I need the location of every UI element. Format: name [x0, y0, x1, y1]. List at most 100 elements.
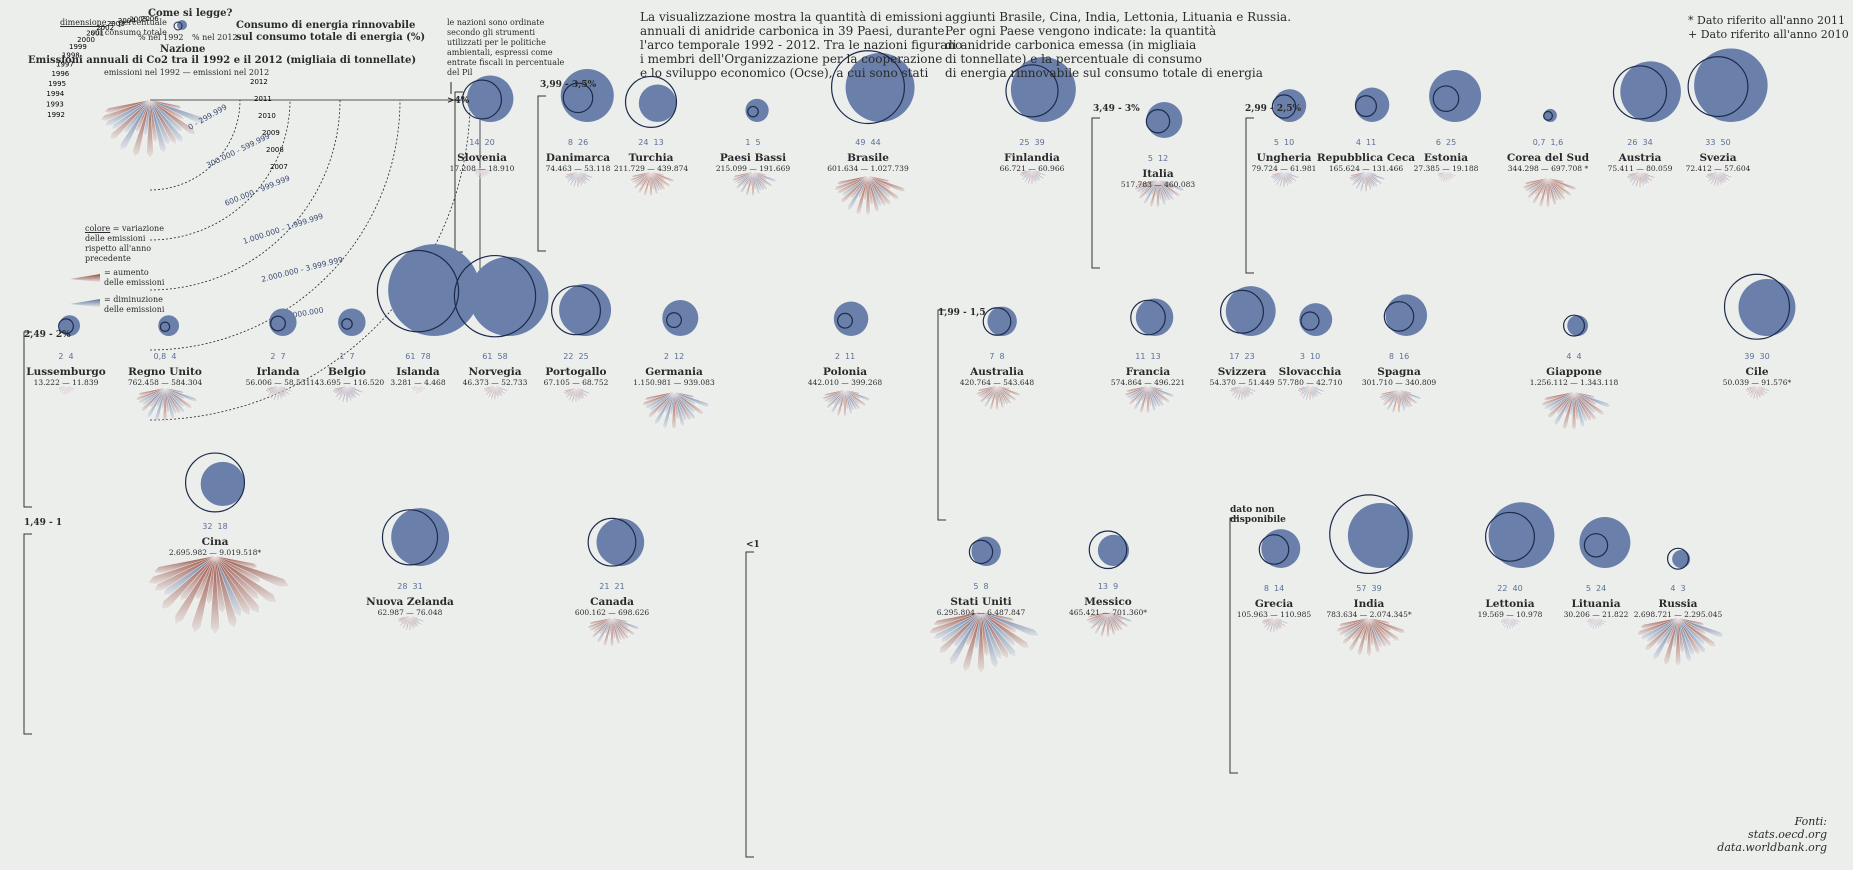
bubble-2012: [388, 244, 480, 336]
fan-petal: [576, 171, 580, 190]
renewable-bubble: [269, 308, 297, 336]
emissions-range: 601.634 — 1.027.739: [827, 164, 909, 173]
source-worldbank[interactable]: data.worldbank.org: [1717, 841, 1827, 854]
fan-petal: [1542, 391, 1575, 402]
legend-year: 2012: [250, 78, 268, 86]
group-label: 2,49 - 2%: [24, 330, 71, 340]
renewable-bubble: [551, 284, 612, 336]
country-name: Slovacchia: [1278, 366, 1342, 378]
country-name: Repubblica Ceca: [1316, 152, 1416, 164]
emission-fan: [134, 387, 199, 424]
pct-1992: 49: [855, 138, 866, 147]
pct-2012: 26: [572, 138, 589, 147]
increase-swatch: [70, 274, 100, 282]
pct-2012: 30: [1754, 352, 1770, 361]
emission-fan: [641, 391, 711, 431]
country-name: Lussemburgo: [26, 366, 106, 378]
fan-petal: [57, 385, 67, 389]
fan-petal: [962, 611, 982, 674]
bubble-2012: [469, 256, 549, 336]
fan-petal: [1272, 617, 1276, 635]
emissions-range: 465.421 — 701.360*: [1068, 608, 1148, 617]
country-name: Cina: [201, 536, 229, 548]
legend-year: 2002: [96, 24, 114, 32]
renewable-values: 5 24: [1576, 584, 1616, 593]
note-2010: + Dato riferito all'anno 2010: [1688, 28, 1849, 41]
band-arc: [149, 99, 471, 421]
fan-petal: [1545, 177, 1551, 210]
fan-petal: [1638, 171, 1642, 190]
emissions-range: 143.695 — 116.520: [309, 378, 385, 387]
pct-2012: 4: [166, 352, 177, 361]
bubble-2012: [200, 461, 245, 506]
country-name: Italia: [1142, 168, 1174, 180]
country-name: Messico: [1084, 596, 1132, 608]
pct-1992: 25: [1019, 138, 1030, 147]
bubble-2012: [1273, 89, 1307, 122]
renewable-bubble: [1258, 529, 1301, 568]
bubble-2012: [391, 508, 450, 566]
bubble-2012: [1385, 294, 1428, 337]
fan-petal: [643, 391, 675, 402]
bubble-1992: [562, 82, 594, 114]
pct-2012: 16: [1393, 352, 1410, 361]
country-name: Irlanda: [256, 366, 300, 378]
country-name: Estonia: [1423, 152, 1469, 164]
emissions-range: 574.864 — 496.221: [1110, 378, 1186, 387]
renewable-values: 2 4: [46, 352, 86, 361]
emissions-range: 211.729 — 439.874: [613, 164, 689, 173]
emissions-range: 75.411 — 80.059: [1607, 164, 1673, 173]
bubble-1992: [968, 539, 994, 565]
pct-1992: 1: [339, 352, 345, 361]
renewable-values: 8 26: [558, 138, 598, 147]
country-name: Lettonia: [1485, 598, 1535, 610]
legend-year: 2005: [129, 16, 147, 24]
bubble-1992: [270, 315, 286, 332]
legend-year: 2004: [118, 17, 136, 25]
bubble-1992: [1543, 110, 1553, 121]
renewable-values: 13 9: [1088, 582, 1128, 591]
pct-1992: 28: [397, 582, 408, 591]
emission-fan: [1540, 391, 1612, 433]
country-name: Svezia: [1699, 152, 1737, 164]
bubble-1992: [1271, 94, 1297, 119]
pct-2012: 9: [1108, 582, 1119, 591]
country-name: Turchia: [628, 152, 674, 164]
country-name: Francia: [1125, 366, 1171, 378]
renewable-values: 1 5: [733, 138, 773, 147]
bubble-2012: [59, 315, 81, 336]
bubble-2012: [1299, 303, 1333, 336]
emission-fan: [821, 389, 872, 419]
country-name: Spagna: [1377, 366, 1421, 378]
emissions-range: 72.412 — 57.604: [1685, 164, 1751, 173]
pct-2012: 34: [1637, 138, 1653, 147]
group-bracket: [745, 551, 754, 858]
renewable-values: 14 20: [462, 138, 502, 147]
emission-fan: [1347, 171, 1387, 194]
pct-1992: 57: [1356, 584, 1367, 593]
emission-fan: [1625, 171, 1657, 190]
legend-nation: Nazione: [160, 44, 206, 55]
sources-label: Fonti:: [1794, 815, 1827, 828]
fan-petal: [1019, 169, 1033, 174]
fan-petal: [823, 389, 846, 397]
bubble-1992: [666, 312, 682, 329]
renewable-bubble: [833, 301, 869, 336]
pct-1992: 8: [567, 138, 573, 147]
legend-decrease: = diminuzione delle emissioni: [104, 295, 165, 314]
renewable-bubble: [1130, 298, 1174, 336]
pct-1992: 11: [1135, 352, 1146, 361]
pct-2012: 5: [750, 138, 761, 147]
source-oecd[interactable]: stats.oecd.org: [1748, 828, 1827, 841]
pct-2012: 12: [668, 352, 685, 361]
pct-1992: 32: [202, 522, 213, 531]
fan-petal: [1639, 617, 1679, 630]
group-bracket: [537, 95, 546, 252]
bubble-1992: [747, 105, 759, 118]
group-bracket: [23, 331, 32, 508]
emissions-range: 6.295.804 — 6.487.847: [936, 608, 1026, 617]
pct-1992: 7: [989, 352, 995, 361]
emission-fan: [1744, 385, 1772, 402]
renewable-values: 61 78: [398, 352, 438, 361]
bubble-2012: [560, 68, 614, 122]
